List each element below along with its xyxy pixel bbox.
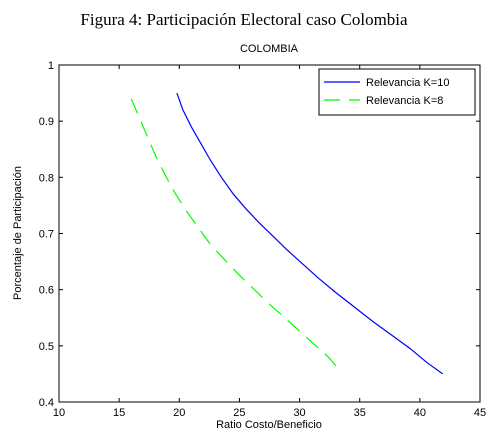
y-tick-label: 0.9 bbox=[39, 116, 54, 128]
x-tick-label: 15 bbox=[113, 407, 125, 419]
legend-label-1: Relevancia K=10 bbox=[366, 77, 449, 89]
x-axis-label: Ratio Costo/Beneficio bbox=[216, 419, 322, 431]
legend-box bbox=[318, 68, 476, 116]
figure-caption: Figura 4: Participación Electoral caso C… bbox=[80, 10, 408, 29]
chart-title: COLOMBIA bbox=[240, 43, 299, 55]
x-tick-label: 25 bbox=[233, 407, 245, 419]
y-tick-label: 1 bbox=[48, 60, 54, 72]
y-tick-label: 0.5 bbox=[39, 341, 54, 353]
x-tick-label: 40 bbox=[414, 407, 426, 419]
x-tick-label: 35 bbox=[354, 407, 366, 419]
x-tick-label: 45 bbox=[474, 407, 486, 419]
axis-ticks: 10 15 20 25 30 35 40 45 0.4 0.5 0.6 0.7 0.8 0.9 1 bbox=[39, 60, 486, 419]
legend: Relevancia K=10 Relevancia K=8 bbox=[318, 68, 476, 116]
x-tick-label: 10 bbox=[53, 407, 65, 419]
series-layer bbox=[130, 92, 444, 375]
x-tick-label: 30 bbox=[293, 407, 305, 419]
series-line-2 bbox=[130, 98, 341, 372]
y-tick-label: 0.4 bbox=[39, 397, 54, 409]
y-tick-label: 0.6 bbox=[39, 285, 54, 297]
y-tick-label: 0.8 bbox=[39, 172, 54, 184]
y-tick-label: 0.7 bbox=[39, 229, 54, 241]
series-line-1 bbox=[176, 92, 444, 375]
x-tick-label: 20 bbox=[173, 407, 185, 419]
legend-label-2: Relevancia K=8 bbox=[366, 95, 443, 107]
y-axis-label: Porcentaje de Participación bbox=[12, 166, 24, 300]
